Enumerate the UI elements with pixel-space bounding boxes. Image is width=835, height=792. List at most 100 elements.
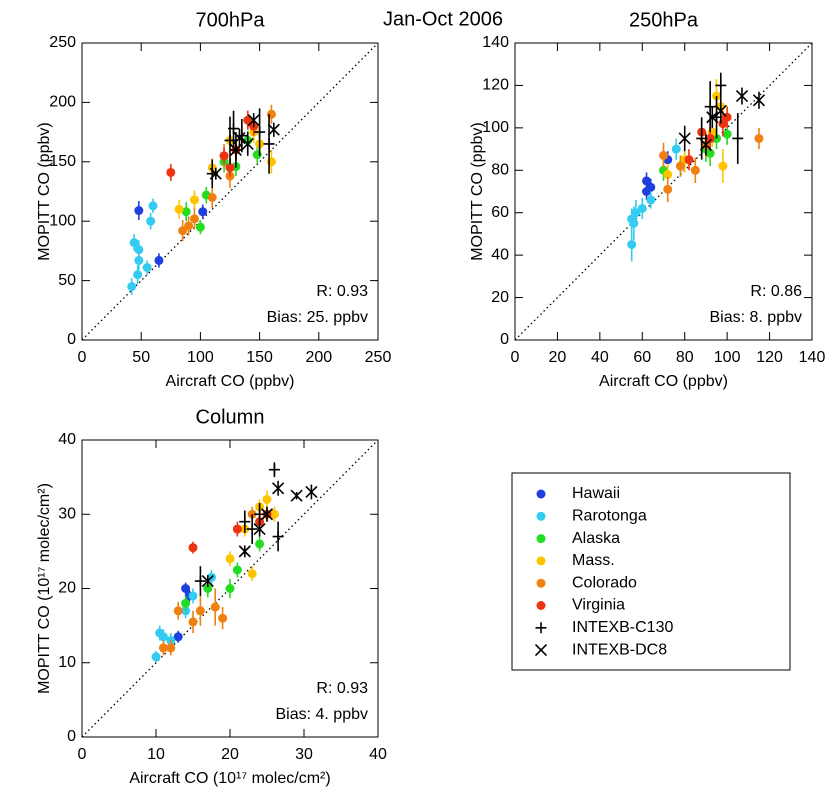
data-point xyxy=(181,584,191,593)
x-tick-label: 140 xyxy=(799,349,826,366)
data-point xyxy=(188,617,198,627)
data-point xyxy=(243,115,253,125)
data-point xyxy=(722,129,732,139)
data-point xyxy=(188,591,198,601)
legend-box xyxy=(511,472,791,671)
x-tick-label: 20 xyxy=(221,746,239,763)
data-point xyxy=(705,133,715,143)
data-point xyxy=(706,111,719,124)
legend-marker xyxy=(534,644,548,657)
data-point xyxy=(268,464,280,476)
legend-label: Alaska xyxy=(572,530,620,547)
legend-marker xyxy=(536,601,546,610)
data-point xyxy=(637,203,647,213)
x-tick-label: 40 xyxy=(369,746,387,763)
x-axis-label: Aircraft CO (10¹⁷ molec/cm²) xyxy=(129,770,330,787)
data-point xyxy=(127,282,137,292)
data-point xyxy=(198,207,208,217)
data-point xyxy=(642,176,652,186)
y-tick-label: 0 xyxy=(500,331,509,348)
data-point xyxy=(181,207,191,217)
legend-marker xyxy=(536,489,546,499)
data-point xyxy=(154,255,164,265)
plot-frame xyxy=(514,42,813,341)
x-tick-label: 100 xyxy=(714,349,741,366)
data-point xyxy=(699,138,712,151)
data-point xyxy=(705,148,715,158)
data-point xyxy=(232,565,242,575)
annotation: Bias: 25. ppbv xyxy=(267,309,368,326)
x-tick-label: 150 xyxy=(246,349,273,366)
x-tick-label: 80 xyxy=(676,349,694,366)
y-tick-label: 140 xyxy=(482,34,509,51)
data-point xyxy=(735,89,749,103)
x-tick-label: 50 xyxy=(132,349,150,366)
data-point xyxy=(663,170,673,180)
y-tick-label: 100 xyxy=(49,212,76,229)
legend-label: Hawaii xyxy=(572,485,620,502)
data-point xyxy=(646,195,656,205)
data-point xyxy=(195,222,205,232)
legend-label: Colorado xyxy=(572,574,637,591)
data-point xyxy=(246,523,258,535)
y-tick-label: 120 xyxy=(482,77,509,94)
y-axis-label: MOPITT CO (10¹⁷ molec/cm²) xyxy=(36,483,53,694)
data-point xyxy=(225,554,235,564)
legend-marker xyxy=(535,622,547,634)
data-point xyxy=(201,575,214,588)
data-point xyxy=(253,523,266,536)
data-point xyxy=(148,201,158,211)
x-tick-label: 40 xyxy=(591,349,609,366)
y-tick-label: 50 xyxy=(58,272,76,289)
data-point xyxy=(267,123,280,136)
x-tick-label: 0 xyxy=(78,746,87,763)
x-tick-label: 250 xyxy=(365,349,392,366)
data-point xyxy=(233,131,246,145)
data-point xyxy=(151,652,161,662)
data-point xyxy=(146,216,156,226)
data-point xyxy=(305,485,318,499)
data-point xyxy=(218,613,228,623)
data-point xyxy=(166,167,176,177)
y-tick-label: 40 xyxy=(491,246,509,263)
data-point xyxy=(129,238,139,248)
y-tick-label: 30 xyxy=(58,505,76,522)
y-tick-label: 200 xyxy=(49,94,76,111)
data-point xyxy=(203,584,213,593)
x-tick-label: 0 xyxy=(78,349,87,366)
x-tick-label: 100 xyxy=(187,349,214,366)
data-point xyxy=(262,494,272,504)
data-point xyxy=(732,132,744,144)
annotation: R: 0.93 xyxy=(316,680,368,697)
data-point xyxy=(133,270,143,280)
legend-marker xyxy=(536,578,546,588)
data-point xyxy=(714,104,727,117)
data-point xyxy=(241,137,254,151)
data-point xyxy=(663,184,673,194)
y-axis-label: MOPITT CO (ppbv) xyxy=(469,122,486,260)
legend-marker xyxy=(536,511,546,521)
data-point xyxy=(671,144,681,154)
y-tick-label: 0 xyxy=(67,331,76,348)
data-point xyxy=(134,245,144,255)
legend-label: INTEXB-C130 xyxy=(572,619,673,636)
data-point xyxy=(189,195,199,205)
data-point xyxy=(659,150,668,160)
x-axis-label: Aircraft CO (ppbv) xyxy=(166,373,295,390)
x-tick-label: 120 xyxy=(756,349,783,366)
y-tick-label: 60 xyxy=(491,204,509,221)
x-axis-label: Aircraft CO (ppbv) xyxy=(599,373,728,390)
data-point xyxy=(195,606,205,616)
data-point xyxy=(166,643,176,653)
data-point xyxy=(158,632,168,642)
data-point xyxy=(194,575,206,587)
data-point xyxy=(158,643,168,653)
data-point xyxy=(272,482,285,495)
data-point xyxy=(134,255,144,265)
legend-marker xyxy=(536,556,546,566)
data-point xyxy=(675,161,685,171)
y-tick-label: 10 xyxy=(58,654,76,671)
data-point xyxy=(225,584,235,593)
panel-title: 700hPa xyxy=(196,9,266,31)
